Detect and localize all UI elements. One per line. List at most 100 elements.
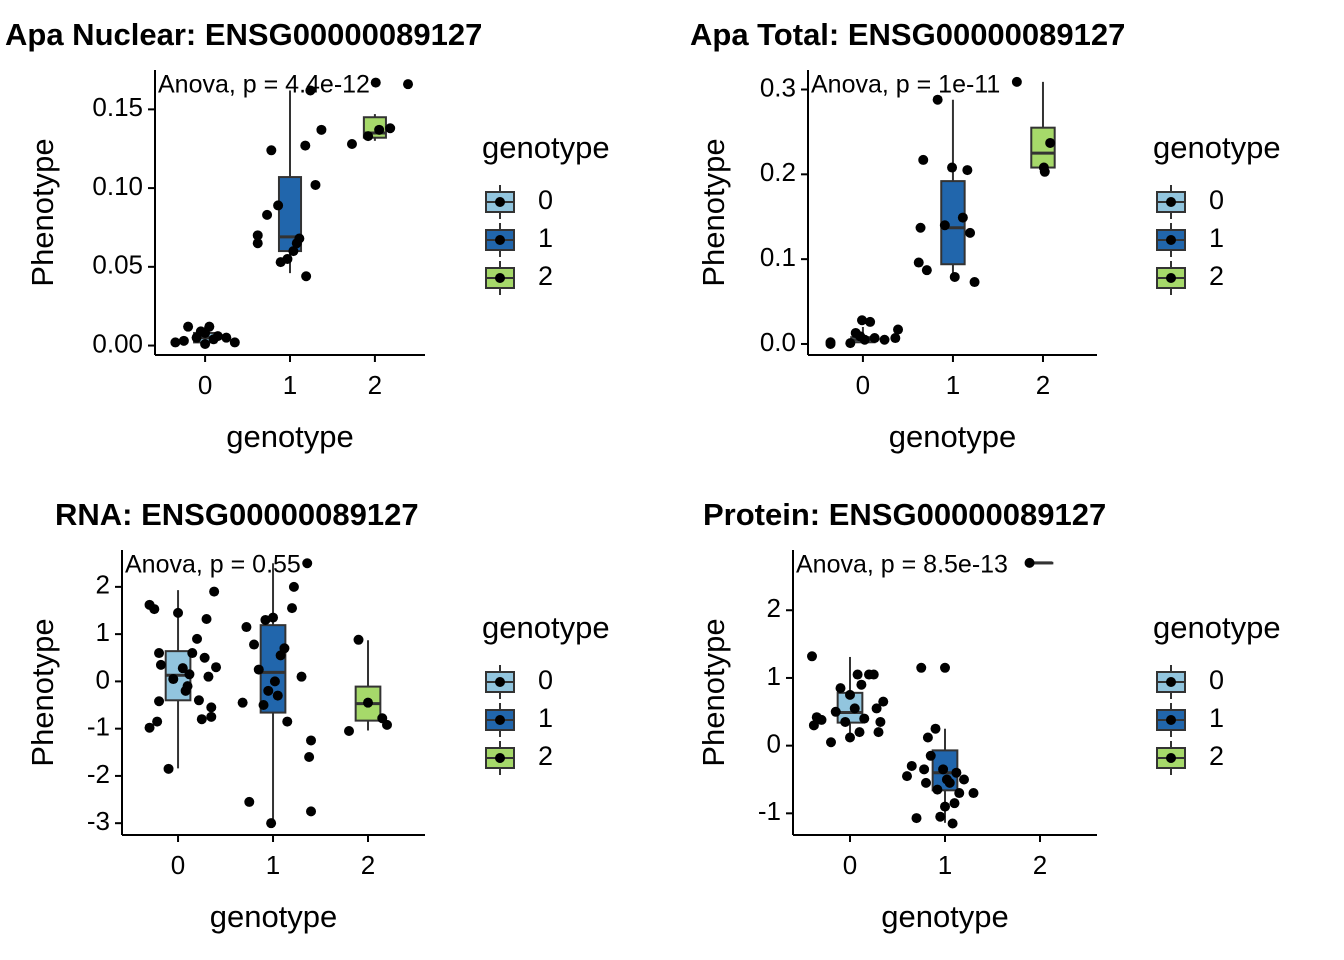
x-tick-label: 2 [1036, 370, 1050, 400]
point [263, 685, 274, 696]
y-tick-label: 0.2 [760, 157, 796, 187]
point [199, 652, 210, 663]
point [209, 586, 220, 597]
x-axis-label: genotype [210, 899, 338, 934]
legend-label: 0 [538, 665, 553, 695]
point [273, 200, 284, 211]
point [180, 685, 191, 696]
point [916, 662, 927, 673]
point [951, 767, 962, 778]
point [939, 220, 950, 231]
point [288, 246, 299, 257]
legend-label: 1 [1209, 703, 1224, 733]
annotation: Anova, p = 4.4e-12 [158, 71, 370, 99]
point [852, 669, 863, 680]
point [949, 271, 960, 282]
point [1039, 166, 1050, 177]
point [1024, 557, 1035, 568]
point [878, 696, 889, 707]
point [269, 676, 280, 687]
y-tick-label: 0.00 [92, 328, 143, 358]
panel: Apa Nuclear: ENSG00000089127 0.00 0.05 0.10… [5, 17, 610, 454]
legend-dot [495, 753, 505, 763]
point [170, 337, 181, 348]
y-tick-label: 0 [767, 729, 781, 759]
y-tick-label: 0.05 [92, 250, 143, 280]
legend-dot [495, 715, 505, 725]
point [808, 720, 819, 731]
point [840, 716, 851, 727]
point [266, 818, 277, 829]
point [913, 257, 924, 268]
y-axis-label: Phenotype [696, 138, 731, 286]
point [201, 614, 212, 625]
point [363, 131, 374, 142]
point [940, 801, 950, 812]
point [845, 338, 856, 349]
x-tick-label: 1 [938, 850, 952, 880]
legend-title: genotype [482, 610, 610, 645]
point [344, 726, 355, 737]
point [258, 700, 269, 711]
point [938, 764, 949, 775]
point [168, 674, 179, 685]
x-tick-label: 1 [946, 370, 960, 400]
y-tick-label: 0.15 [92, 92, 143, 122]
x-tick-label: 1 [266, 850, 280, 880]
point [244, 796, 255, 807]
point [206, 702, 217, 713]
point [959, 774, 969, 785]
point [385, 123, 396, 134]
y-tick-label: 0.1 [760, 242, 796, 272]
y-tick-label: -3 [87, 806, 110, 836]
legend-dot [1166, 197, 1176, 207]
point [300, 140, 311, 151]
point [288, 581, 299, 592]
point [370, 77, 381, 88]
chart-title: Apa Total: ENSG00000089127 [690, 17, 1125, 52]
point [902, 771, 912, 782]
point [875, 716, 886, 727]
point [249, 639, 260, 650]
point [922, 732, 933, 743]
y-tick-label: -1 [87, 712, 110, 742]
legend-label: 0 [538, 185, 553, 215]
x-tick-label: 0 [856, 370, 870, 400]
point [921, 265, 932, 276]
point [865, 316, 876, 327]
point [915, 222, 926, 233]
point [932, 784, 943, 795]
point [152, 716, 163, 727]
point [845, 689, 855, 700]
legend-dot [495, 235, 505, 245]
point [856, 679, 867, 690]
x-axis-label: genotype [226, 419, 354, 454]
point [921, 777, 931, 788]
point [925, 750, 936, 761]
point [911, 813, 922, 824]
point [163, 763, 174, 774]
point [154, 696, 165, 707]
panel: RNA: ENSG00000089127 -3 -2 -1 0 1 2 0 1 2 genotype… [25, 497, 609, 934]
point [873, 727, 884, 738]
x-tick-label: 0 [198, 370, 212, 400]
chart-title: Protein: ENSG00000089127 [703, 497, 1106, 532]
legend-label: 2 [538, 741, 553, 771]
point [149, 604, 160, 615]
point [304, 752, 315, 763]
panel: Protein: ENSG00000089127 -1 0 1 2 0 1 2 genotype… [696, 497, 1280, 934]
point [310, 179, 321, 190]
point [266, 145, 277, 156]
point [302, 558, 313, 569]
legend-label: 1 [1209, 223, 1224, 253]
point [940, 662, 950, 673]
point [859, 713, 870, 724]
legend-label: 1 [538, 223, 553, 253]
point [930, 723, 941, 734]
y-axis-label: Phenotype [25, 138, 60, 286]
x-tick-label: 2 [368, 370, 382, 400]
point [316, 124, 327, 135]
annotation: Anova, p = 1e-11 [811, 71, 1000, 99]
y-tick-label: 0.3 [760, 72, 796, 102]
